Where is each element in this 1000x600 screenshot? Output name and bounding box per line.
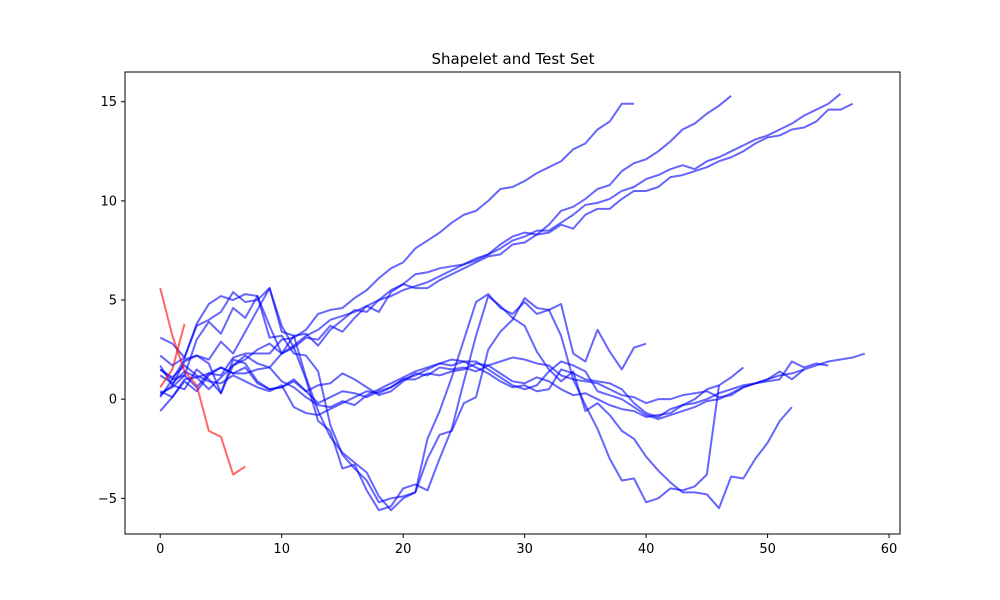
test-series-line-4 [159,102,854,398]
x-tick-label: 0 [156,542,164,557]
series-layer [159,93,866,512]
shapelet-series-line-0 [159,287,246,476]
test-series-line-11 [159,356,829,417]
test-series-line-6 [159,293,647,504]
x-tick-label: 50 [759,542,776,557]
y-tick-label: 0 [109,393,117,408]
x-tick-label: 30 [516,542,533,557]
x-tick-label: 10 [273,542,290,557]
x-tick-label: 40 [638,542,655,557]
x-tick-label: 20 [395,542,412,557]
test-series-line-7 [159,287,720,512]
test-series-line-3 [159,102,634,389]
y-tick-label: −5 [98,492,117,507]
y-tick-label: 5 [109,294,117,309]
axes-layer: 0 10 20 30 40 50 60 −5 0 5 10 15 [98,71,901,557]
test-series-line-12 [159,358,744,419]
axes-frame [124,71,901,535]
shapelet-series-line-1 [159,323,186,388]
y-tick-label: 15 [100,95,117,110]
test-series-line-5 [159,93,842,399]
test-series-line-8 [159,287,793,512]
y-tick-label: 10 [100,194,117,209]
test-series-line-10 [159,354,805,419]
chart-title: Shapelet and Test Set [432,50,595,68]
x-tick-label: 60 [881,542,898,557]
